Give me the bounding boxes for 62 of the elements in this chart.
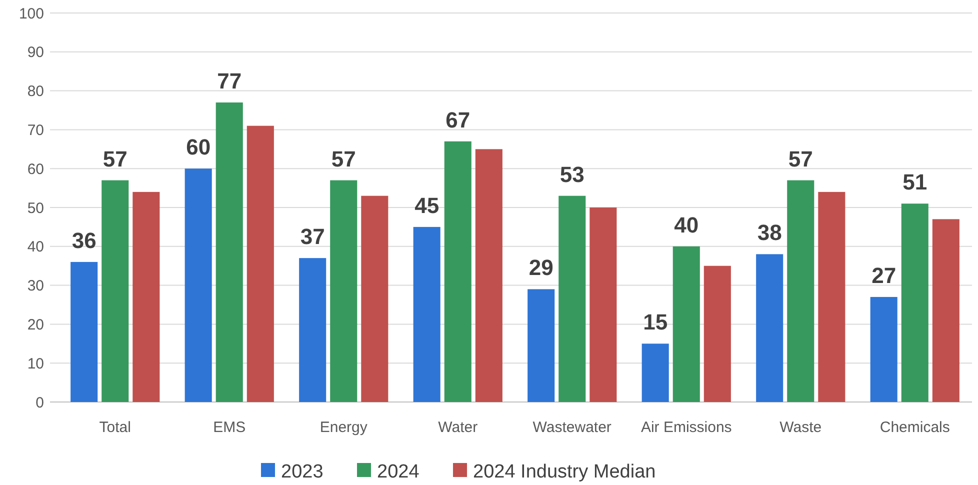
legend-label: 2023 — [281, 462, 324, 483]
y-tick-label: 30 — [27, 278, 44, 295]
bar — [528, 289, 555, 402]
data-label: 40 — [674, 212, 699, 238]
bar — [870, 296, 898, 402]
data-label: 45 — [414, 192, 440, 218]
bar — [299, 258, 326, 402]
bar — [216, 102, 243, 402]
bar — [102, 180, 129, 402]
x-tick-label: Energy — [320, 419, 368, 436]
y-tick-label: 100 — [18, 5, 44, 22]
data-label: 53 — [560, 162, 584, 187]
bar — [818, 192, 846, 402]
bar — [756, 254, 784, 402]
bar — [330, 180, 358, 402]
bar — [590, 208, 617, 402]
data-label: 38 — [757, 220, 782, 246]
bar — [932, 219, 960, 402]
bar — [444, 141, 472, 402]
bar — [132, 192, 160, 402]
data-label: 57 — [102, 146, 128, 172]
bar — [246, 126, 274, 402]
bar — [672, 246, 700, 402]
x-tick-label: Water — [438, 419, 478, 436]
y-tick-label: 50 — [27, 200, 44, 217]
bar — [642, 344, 669, 402]
bar — [413, 226, 440, 402]
bar — [70, 262, 98, 402]
bar — [558, 196, 586, 402]
data-label: 57 — [331, 146, 356, 172]
y-tick-label: 90 — [27, 44, 44, 62]
y-tick-label: 40 — [27, 238, 44, 256]
bar — [184, 168, 212, 402]
bar — [361, 196, 388, 402]
data-label: 27 — [872, 262, 896, 288]
data-label: 77 — [217, 68, 242, 94]
x-tick-label: Total — [99, 419, 131, 436]
legend-label: 2024 — [377, 462, 420, 483]
data-label: 51 — [902, 170, 928, 195]
x-tick-label: Chemicals — [880, 419, 950, 436]
bar — [704, 266, 731, 402]
data-label: 67 — [446, 107, 470, 132]
bar — [787, 180, 814, 402]
data-label: 15 — [643, 310, 668, 335]
data-label: 57 — [788, 146, 813, 172]
data-label: 29 — [528, 255, 554, 280]
legend-label: 2024 Industry Median — [473, 462, 656, 483]
data-label: 37 — [300, 224, 325, 250]
y-tick-label: 70 — [27, 122, 44, 139]
y-tick-label: 60 — [27, 160, 44, 178]
y-tick-label: 80 — [27, 83, 44, 100]
x-tick-label: EMS — [213, 419, 246, 436]
y-tick-label: 0 — [36, 394, 44, 412]
data-label: 36 — [72, 228, 96, 253]
x-tick-label: Air Emissions — [640, 419, 732, 436]
bar — [475, 149, 502, 402]
x-tick-label: Waste — [780, 419, 822, 436]
y-tick-label: 10 — [27, 355, 44, 372]
x-tick-label: Wastewater — [532, 419, 612, 436]
y-tick-label: 20 — [27, 316, 44, 334]
bar — [901, 204, 928, 402]
data-label: 60 — [186, 134, 211, 160]
